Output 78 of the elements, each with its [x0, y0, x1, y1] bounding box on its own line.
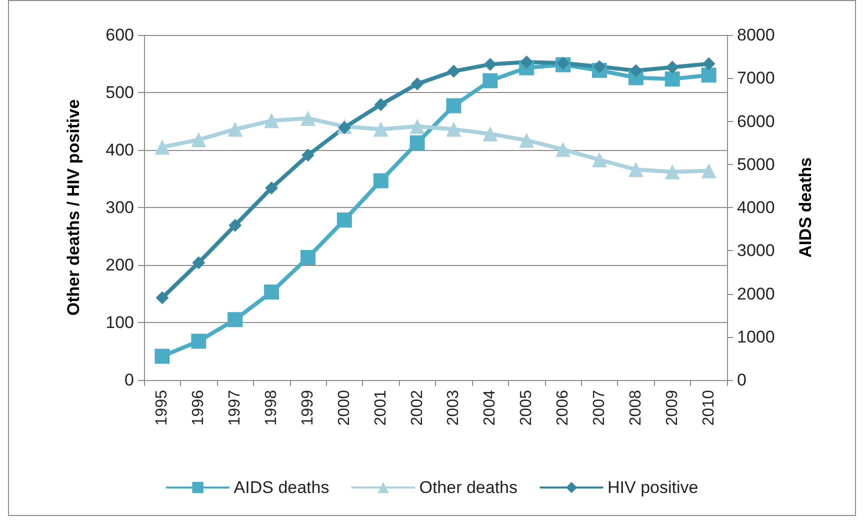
- x-tick-label: 1996: [190, 390, 208, 426]
- y2-tick-label: 0: [737, 370, 746, 390]
- point: [374, 98, 388, 112]
- point: [264, 113, 280, 128]
- point: [701, 163, 716, 178]
- y-tick-label: 500: [106, 83, 134, 102]
- y2-tick-label: 7000: [737, 68, 775, 88]
- x-tick-label: 2005: [518, 390, 536, 426]
- point: [228, 218, 242, 232]
- point: [482, 126, 498, 142]
- x-tick-label: 2006: [554, 390, 572, 426]
- y2-tick-label: 6000: [737, 112, 775, 131]
- point: [446, 122, 462, 137]
- y2-tick-label: 1000: [737, 327, 775, 346]
- y2-tick-label: 4000: [737, 198, 775, 217]
- point: [410, 77, 424, 90]
- x-tick-label: 2000: [336, 390, 353, 426]
- point: [701, 68, 716, 83]
- point: [264, 284, 280, 300]
- point: [482, 73, 498, 88]
- point: [628, 162, 644, 178]
- y-tick-label: 300: [106, 198, 134, 217]
- point: [666, 60, 679, 74]
- point: [373, 122, 388, 137]
- y-tick-label: 600: [106, 26, 134, 44]
- point: [154, 348, 170, 364]
- point: [446, 98, 462, 114]
- x-tick-label: 2009: [664, 390, 681, 426]
- legend-label: Other deaths: [419, 478, 518, 497]
- y2-axis-title: AIDS deaths: [796, 157, 815, 258]
- point: [265, 181, 278, 194]
- point: [373, 173, 388, 188]
- point: [410, 118, 425, 134]
- y-axis-title: Other deaths / HIV positive: [64, 99, 83, 316]
- x-tick-label: 1998: [263, 390, 280, 426]
- point: [592, 152, 607, 168]
- x-tick-label: 2008: [627, 390, 644, 426]
- x-tick-label: 1995: [154, 390, 171, 426]
- x-tick-label: 2007: [590, 390, 608, 426]
- point: [191, 334, 206, 349]
- point: [664, 71, 680, 86]
- point: [156, 291, 169, 304]
- y-tick-label: 100: [106, 313, 134, 332]
- point: [228, 312, 243, 328]
- y-tick-label: 0: [124, 370, 134, 390]
- point: [556, 142, 571, 157]
- point: [702, 57, 716, 70]
- point: [410, 135, 425, 150]
- point: [300, 110, 316, 126]
- point: [664, 164, 680, 180]
- y2-tick-label: 8000: [737, 26, 775, 44]
- legend-label: AIDS deaths: [234, 478, 330, 497]
- y2-tick-label: 3000: [737, 241, 775, 260]
- x-tick-label: 2004: [482, 390, 499, 426]
- point: [484, 58, 497, 71]
- point: [447, 64, 460, 78]
- point: [300, 250, 316, 266]
- x-tick-label: 2003: [445, 390, 462, 426]
- point: [228, 122, 243, 137]
- y2-tick-label: 5000: [737, 154, 775, 174]
- point: [592, 60, 606, 74]
- point: [191, 132, 206, 148]
- x-tick-label: 2002: [408, 390, 426, 426]
- x-tick-label: 1997: [226, 390, 244, 426]
- y2-tick-label: 2000: [737, 284, 775, 304]
- x-tick-label: 2010: [700, 390, 718, 426]
- y-tick-label: 200: [106, 256, 134, 274]
- point: [520, 56, 534, 69]
- point: [192, 256, 206, 270]
- point: [336, 212, 352, 228]
- y-tick-label: 400: [106, 140, 134, 160]
- point: [154, 140, 170, 155]
- point: [301, 148, 314, 162]
- x-tick-label: 1999: [299, 390, 316, 426]
- x-tick-label: 2001: [372, 390, 390, 426]
- legend-label: HIV positive: [608, 478, 698, 497]
- point: [519, 132, 534, 148]
- point: [629, 64, 642, 78]
